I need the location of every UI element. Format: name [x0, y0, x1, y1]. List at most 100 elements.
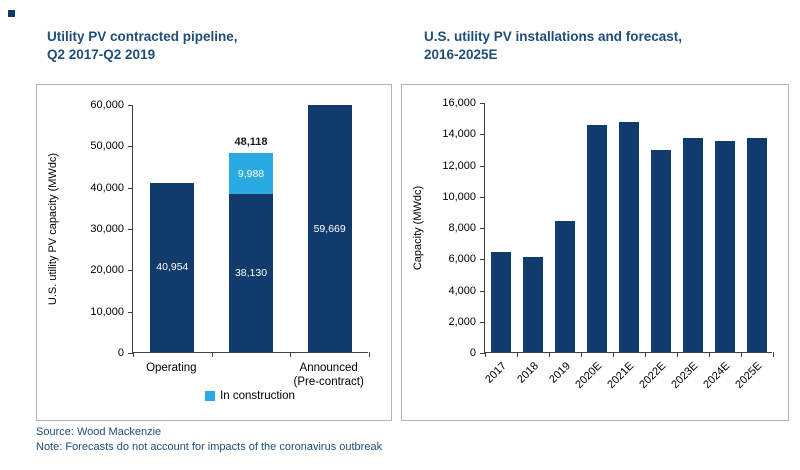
y-tick-mark — [480, 259, 485, 261]
left-y-tick-labels: 0 10,000 20,000 30,000 40,000 50,000 60,000 — [67, 99, 124, 359]
bar-segment — [619, 122, 639, 352]
y-tick-label: 30,000 — [90, 223, 124, 235]
x-tick-mark — [369, 352, 370, 357]
x-axis-label: 2023E — [669, 360, 701, 391]
x-tick-mark — [211, 352, 213, 357]
x-tick-mark — [613, 352, 614, 357]
legend-swatch-icon — [205, 391, 216, 401]
y-tick-label: 6,000 — [448, 253, 476, 266]
x-axis-label: 2024E — [701, 360, 733, 391]
y-tick-label: 10,000 — [90, 305, 124, 318]
x-tick-mark — [290, 352, 292, 357]
right-y-axis-title: Capacity (MWdc) — [412, 185, 424, 271]
right-chart-title: U.S. utility PV installations and foreca… — [424, 28, 789, 64]
right-chart-box: Capacity (MWdc) 0 2,000 4,000 6,000 8,000 10,… — [401, 84, 789, 421]
left-chart-title: Utility PV contracted pipeline, Q2 2017-Q… — [47, 28, 392, 64]
right-chart-panel: U.S. utility PV installations and foreca… — [401, 28, 789, 421]
bar-segment — [587, 125, 607, 352]
x-axis-label: 2018 — [514, 360, 541, 386]
y-tick-label: 10,000 — [442, 190, 476, 203]
bar-segment — [150, 182, 195, 352]
y-tick-mark — [480, 321, 485, 323]
left-chart-box: U.S. utility PV capacity (MWdc) 0 10,000 2… — [36, 84, 392, 421]
x-axis-label: 2025E — [733, 360, 765, 391]
right-chart-title-line1: U.S. utility PV installations and foreca… — [424, 29, 683, 44]
x-axis-label: 2022E — [637, 360, 669, 391]
y-tick-label: 16,000 — [442, 97, 476, 109]
y-tick-mark — [480, 165, 485, 167]
y-tick-mark — [128, 353, 133, 354]
y-tick-label: 14,000 — [442, 128, 476, 141]
y-tick-mark — [480, 353, 485, 354]
bar-segment — [715, 141, 735, 352]
bar-value-label: 9,988 — [237, 167, 265, 180]
x-tick-mark — [581, 352, 582, 357]
y-tick-mark — [480, 196, 485, 198]
left-chart-legend: In construction — [132, 390, 368, 402]
bar-segment — [747, 137, 767, 352]
bar-value-label: 40,954 — [156, 261, 189, 274]
y-tick-label: 2,000 — [448, 315, 476, 328]
x-axis-label: 2020E — [573, 360, 605, 391]
left-y-axis-title: U.S. utility PV capacity (MWdc) — [47, 152, 59, 306]
bar-segment — [229, 194, 273, 352]
x-tick-mark — [517, 352, 518, 357]
y-tick-mark — [128, 229, 133, 230]
y-tick-label: 60,000 — [90, 99, 124, 111]
x-tick-mark — [677, 352, 678, 357]
brand-square — [8, 10, 15, 17]
x-tick-mark — [645, 352, 646, 357]
left-chart-title-line2: Q2 2017-Q2 2019 — [47, 47, 156, 62]
y-tick-label: 20,000 — [90, 264, 124, 277]
y-tick-label: 40,000 — [90, 181, 124, 194]
x-tick-mark — [709, 352, 710, 357]
x-tick-mark — [133, 352, 134, 357]
right-y-tick-labels: 0 2,000 4,000 6,000 8,000 10,000 12,000 14,000 1… — [426, 97, 476, 359]
bar-total-label: 48,118 — [234, 136, 268, 149]
right-x-axis-labels: 2017 2018 2019 2020E 2021E 2022E 2023E 2024E 202… — [482, 356, 772, 414]
source-text: Source: Wood Mackenzie — [36, 426, 162, 438]
y-tick-mark — [128, 311, 133, 313]
y-tick-mark — [128, 187, 133, 189]
note-text: Note: Forecasts do not account for impac… — [36, 441, 383, 453]
x-tick-mark — [741, 352, 742, 357]
y-tick-mark — [480, 103, 485, 104]
bar-value-label: 38,130 — [234, 267, 268, 280]
bar-segment — [229, 153, 273, 195]
y-tick-mark — [480, 134, 485, 136]
bar-segment — [307, 105, 352, 352]
bar-segment — [651, 150, 671, 352]
x-tick-mark — [485, 352, 486, 357]
right-chart-title-line2: 2016-2025E — [424, 47, 498, 62]
left-plot-area: 40,954 38,130 9,988 48,118 59,669 — [128, 105, 370, 357]
x-axis-label: 2021E — [605, 360, 637, 391]
x-axis-label: 2017 — [482, 360, 509, 386]
y-tick-label: 4,000 — [448, 284, 476, 297]
y-tick-label: 12,000 — [442, 159, 476, 172]
bar-segment — [683, 137, 703, 352]
x-axis-label: Operating — [146, 362, 197, 374]
y-tick-label: 0 — [469, 347, 476, 359]
y-tick-mark — [480, 228, 485, 229]
y-tick-label: 0 — [117, 347, 124, 359]
right-plot-area — [480, 103, 774, 357]
bar-segment — [523, 256, 543, 352]
left-x-axis-labels: Operating Announced (Pre-contract) — [132, 357, 368, 393]
x-axis-label: Announced (Pre-contract) — [293, 362, 364, 388]
y-tick-mark — [128, 270, 133, 272]
bar-value-label: 59,669 — [313, 222, 346, 235]
bar-segment — [491, 252, 511, 352]
y-tick-label: 8,000 — [448, 222, 476, 234]
left-chart-title-line1: Utility PV contracted pipeline, — [47, 29, 238, 44]
y-tick-mark — [128, 146, 133, 148]
y-tick-label: 50,000 — [90, 140, 124, 153]
x-tick-mark — [773, 352, 774, 357]
y-tick-mark — [480, 290, 485, 292]
x-axis-label: 2019 — [546, 360, 573, 386]
left-chart-panel: Utility PV contracted pipeline, Q2 2017-Q… — [36, 28, 392, 421]
x-tick-mark — [549, 352, 550, 357]
bar-segment — [555, 220, 575, 352]
legend-item: In construction — [205, 390, 295, 402]
legend-label: In construction — [220, 390, 295, 402]
